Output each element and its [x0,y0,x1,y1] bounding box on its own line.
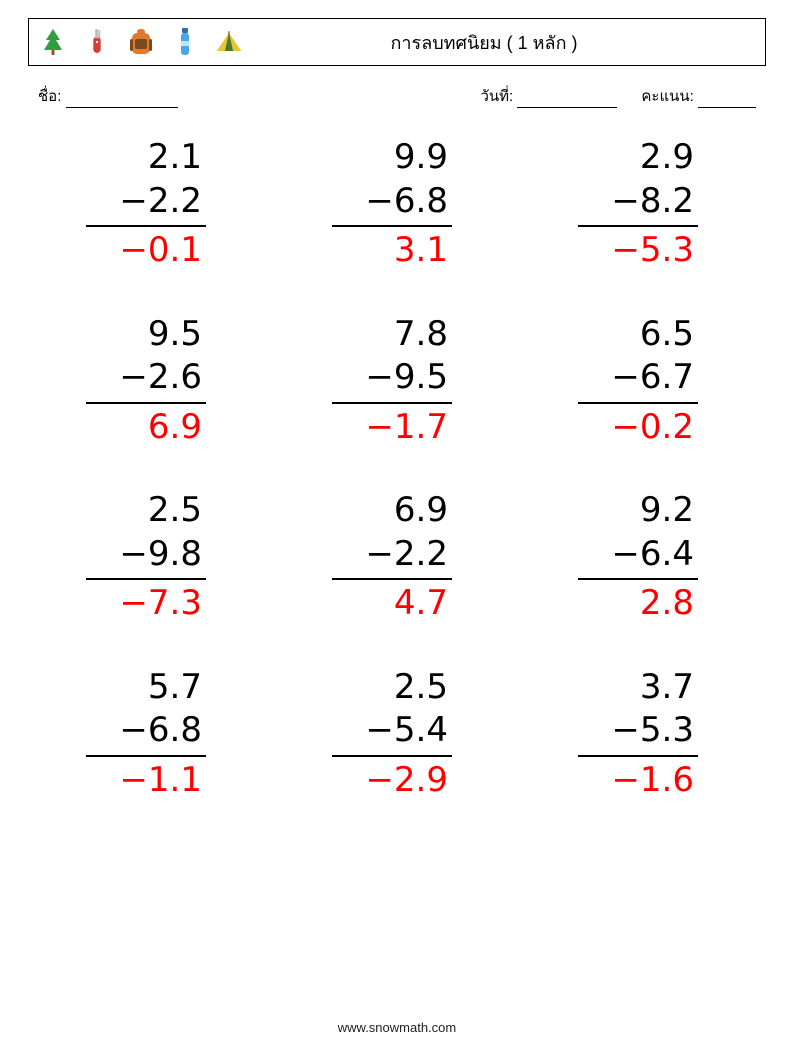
subtrahend-value: 9.8 [148,534,202,574]
answer: 2.8 [578,580,698,626]
subtrahend-value: 8.2 [640,181,694,221]
answer: −2.9 [332,757,452,803]
problem-9: 9.2−6.42.8 [578,489,698,626]
water-bottle-icon [171,27,199,57]
subtrahend-value: 6.8 [394,181,448,221]
problem-8: 6.9−2.24.7 [332,489,452,626]
subtrahend: −6.8 [332,180,452,228]
subtrahend-value: 6.4 [640,534,694,574]
problem-2: 9.9−6.83.1 [332,136,452,273]
answer: −1.1 [86,757,206,803]
subtrahend: −2.6 [86,356,206,404]
info-row: ชื่อ: วันที่: คะแนน: [28,84,766,108]
backpack-icon [127,27,155,57]
minuend: 3.7 [578,666,698,710]
header-icons [29,27,243,57]
answer: −1.7 [332,404,452,450]
footer-text: www.snowmath.com [338,1020,456,1035]
answer: −1.6 [578,757,698,803]
minuend: 7.8 [332,313,452,357]
answer: −0.1 [86,227,206,273]
minuend: 5.7 [86,666,206,710]
answer: −5.3 [578,227,698,273]
worksheet-title: การลบทศนิยม ( 1 หลัก ) [243,28,765,57]
minus-sign: − [611,710,640,750]
problem-1: 2.1−2.2−0.1 [86,136,206,273]
subtrahend: −5.4 [332,709,452,757]
problems-grid: 2.1−2.2−0.19.9−6.83.12.9−8.2−5.39.5−2.66… [28,136,766,802]
minuend: 2.1 [86,136,206,180]
problem-4: 9.5−2.66.9 [86,313,206,450]
subtrahend-value: 2.2 [148,181,202,221]
score-blank[interactable] [698,93,756,108]
minus-sign: − [365,357,394,397]
footer: www.snowmath.com [0,1020,794,1035]
name-label: ชื่อ: [38,88,61,105]
swiss-knife-icon [83,27,111,57]
date-label: วันที่: [480,88,513,105]
problem-5: 7.8−9.5−1.7 [332,313,452,450]
answer: 4.7 [332,580,452,626]
minus-sign: − [119,181,148,221]
date-blank[interactable] [517,93,617,108]
subtrahend-value: 9.5 [394,357,448,397]
subtrahend: −6.4 [578,533,698,581]
minus-sign: − [365,181,394,221]
answer: 3.1 [332,227,452,273]
subtrahend: −6.7 [578,356,698,404]
problem-7: 2.5−9.8−7.3 [86,489,206,626]
worksheet-title-text: การลบทศนิยม ( 1 หลัก ) [391,33,578,53]
problem-10: 5.7−6.8−1.1 [86,666,206,803]
problem-11: 2.5−5.4−2.9 [332,666,452,803]
tent-icon [215,27,243,57]
subtrahend: −9.5 [332,356,452,404]
subtrahend-value: 2.6 [148,357,202,397]
minuend: 9.2 [578,489,698,533]
problem-3: 2.9−8.2−5.3 [578,136,698,273]
minus-sign: − [119,357,148,397]
subtrahend-value: 2.2 [394,534,448,574]
problem-12: 3.7−5.3−1.6 [578,666,698,803]
minus-sign: − [611,181,640,221]
problem-6: 6.5−6.7−0.2 [578,313,698,450]
minus-sign: − [119,534,148,574]
subtrahend: −5.3 [578,709,698,757]
subtrahend: −2.2 [332,533,452,581]
date-field: วันที่: [480,84,617,108]
minuend: 9.9 [332,136,452,180]
subtrahend: −9.8 [86,533,206,581]
subtrahend: −6.8 [86,709,206,757]
answer: −0.2 [578,404,698,450]
minuend: 2.5 [86,489,206,533]
minuend: 2.9 [578,136,698,180]
subtrahend-value: 5.3 [640,710,694,750]
minuend: 6.9 [332,489,452,533]
subtrahend-value: 6.8 [148,710,202,750]
subtrahend-value: 5.4 [394,710,448,750]
minuend: 2.5 [332,666,452,710]
score-label: คะแนน: [641,88,693,105]
name-field: ชื่อ: [38,84,480,108]
answer: −7.3 [86,580,206,626]
header: การลบทศนิยม ( 1 หลัก ) [28,18,766,66]
subtrahend: −2.2 [86,180,206,228]
minus-sign: − [611,357,640,397]
name-blank[interactable] [66,93,178,108]
minus-sign: − [365,710,394,750]
subtrahend: −8.2 [578,180,698,228]
score-field: คะแนน: [641,84,756,108]
answer: 6.9 [86,404,206,450]
minus-sign: − [119,710,148,750]
tree-icon [39,27,67,57]
minus-sign: − [611,534,640,574]
subtrahend-value: 6.7 [640,357,694,397]
minus-sign: − [365,534,394,574]
minuend: 6.5 [578,313,698,357]
worksheet-page: การลบทศนิยม ( 1 หลัก ) ชื่อ: วันที่: คะแ… [0,0,794,802]
minuend: 9.5 [86,313,206,357]
